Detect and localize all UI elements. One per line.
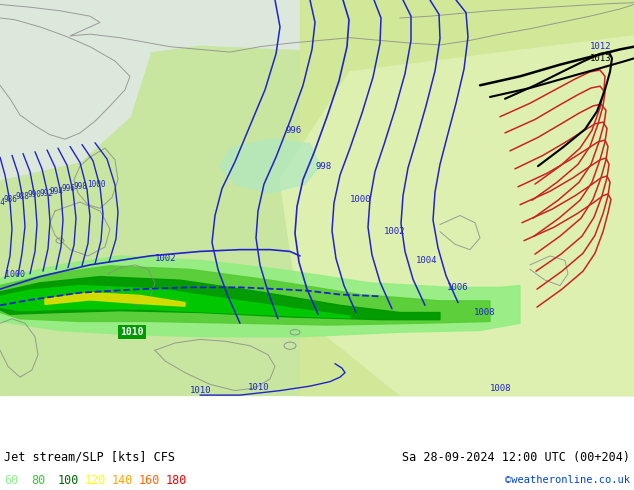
Text: 1008: 1008 xyxy=(490,384,512,392)
Polygon shape xyxy=(0,256,520,337)
Text: Sa 28-09-2024 12:00 UTC (00+204): Sa 28-09-2024 12:00 UTC (00+204) xyxy=(402,450,630,464)
Polygon shape xyxy=(0,0,150,180)
Text: 140: 140 xyxy=(112,473,133,487)
Text: 180: 180 xyxy=(166,473,188,487)
Text: 1000: 1000 xyxy=(350,195,372,204)
Text: 100: 100 xyxy=(58,473,79,487)
Text: 1006: 1006 xyxy=(447,283,469,292)
Polygon shape xyxy=(300,0,634,395)
Text: 992: 992 xyxy=(39,189,53,197)
Text: 988: 988 xyxy=(16,192,30,201)
Text: 998: 998 xyxy=(316,162,332,171)
Text: 1000: 1000 xyxy=(87,179,105,189)
Polygon shape xyxy=(45,293,185,306)
Bar xyxy=(0,0,634,395)
Polygon shape xyxy=(0,266,490,325)
Text: 996: 996 xyxy=(62,184,76,193)
Text: 994: 994 xyxy=(50,187,64,196)
Text: 990: 990 xyxy=(27,190,41,199)
Text: ©weatheronline.co.uk: ©weatheronline.co.uk xyxy=(505,475,630,485)
Text: Jet stream/SLP [kts] CFS: Jet stream/SLP [kts] CFS xyxy=(4,450,175,464)
Text: 1004: 1004 xyxy=(416,256,437,265)
Text: 120: 120 xyxy=(85,473,107,487)
Text: 60: 60 xyxy=(4,473,18,487)
Text: 160: 160 xyxy=(139,473,160,487)
Text: 984: 984 xyxy=(0,197,6,207)
Text: 986: 986 xyxy=(4,195,18,204)
Text: 998: 998 xyxy=(74,182,88,191)
Text: 80: 80 xyxy=(31,473,45,487)
Text: 1002: 1002 xyxy=(384,227,406,236)
Text: 996: 996 xyxy=(285,126,301,135)
Text: 1010: 1010 xyxy=(190,386,212,395)
Polygon shape xyxy=(0,276,440,319)
Polygon shape xyxy=(280,36,634,395)
Polygon shape xyxy=(220,139,320,193)
Polygon shape xyxy=(0,286,350,318)
Text: 1013: 1013 xyxy=(590,54,612,63)
Text: 1010: 1010 xyxy=(120,327,144,337)
Polygon shape xyxy=(0,0,634,81)
Text: 1008: 1008 xyxy=(474,308,496,317)
Text: 1010: 1010 xyxy=(248,383,269,392)
Text: 1012: 1012 xyxy=(590,43,612,51)
Text: 1000: 1000 xyxy=(5,270,25,279)
Text: 1002: 1002 xyxy=(155,254,176,263)
